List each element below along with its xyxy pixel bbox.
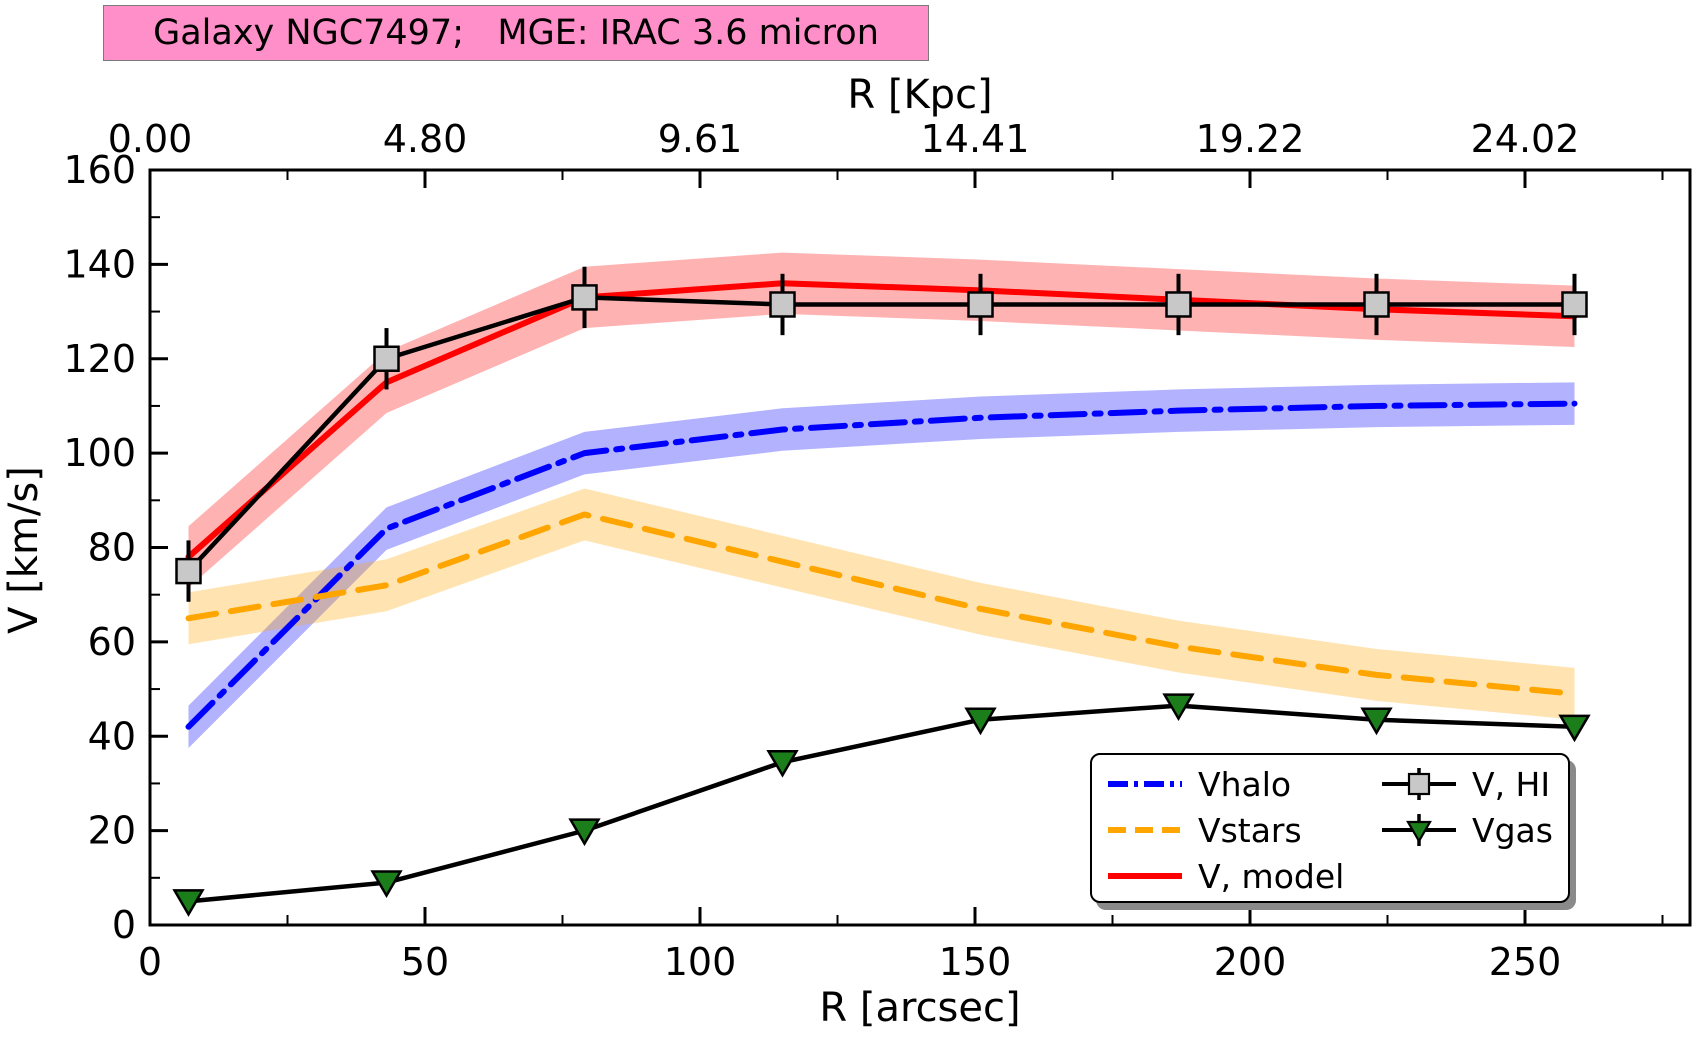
x-tick-label: 50 [401, 940, 449, 984]
legend-sample-vhalo [1108, 781, 1182, 787]
legend-column-right: V, HI Vgas [1380, 761, 1553, 853]
legend-label: V, model [1198, 856, 1345, 896]
series-vhalo-line [185, 400, 1578, 730]
legend-sample-vstars [1108, 827, 1182, 833]
data-point-square [1561, 291, 1588, 318]
data-point-square [373, 345, 400, 372]
legend-label: Vstars [1198, 810, 1302, 850]
legend-sample-vgas [1382, 814, 1456, 846]
y-tick-label: 100 [63, 431, 136, 475]
data-point-triangle [1558, 714, 1591, 743]
y-tick-label: 40 [88, 714, 136, 758]
x-tick-label: 250 [1489, 940, 1562, 984]
top-tick-label: 9.61 [658, 117, 743, 161]
series-vhi-line [186, 295, 1575, 573]
data-point-square [1363, 291, 1390, 318]
data-point-triangle [1162, 693, 1195, 722]
x-tick-label: 150 [939, 940, 1012, 984]
y-tick-label: 60 [88, 620, 136, 664]
top-axis-label: R [Kpc] [847, 72, 993, 118]
y-tick-label: 140 [63, 242, 136, 286]
legend: Vhalo Vstars V, model V, HI Vgas [1090, 753, 1570, 903]
series-vstars-line [185, 511, 1578, 697]
data-point-triangle [964, 707, 997, 736]
series-vgas-line [188, 703, 1575, 904]
data-point-square [175, 557, 202, 585]
top-tick-label: 19.22 [1196, 117, 1305, 161]
data-point-triangle [370, 870, 403, 899]
data-point-triangle [766, 749, 799, 778]
top-tick-label: 4.80 [383, 117, 468, 161]
data-point-square [967, 291, 994, 318]
plot-title: Galaxy NGC7497; MGE: IRAC 3.6 micron [103, 5, 929, 61]
legend-label: Vgas [1472, 810, 1553, 850]
y-axis-label: V [km/s] [1, 466, 47, 634]
data-point-triangle [568, 818, 601, 847]
x-tick-label: 200 [1214, 940, 1287, 984]
x-tick-label: 0 [138, 940, 162, 984]
data-point-triangle [172, 889, 205, 917]
legend-item-vhi: V, HI [1380, 761, 1553, 807]
legend-item-vgas: Vgas [1380, 807, 1553, 853]
y-tick-label: 160 [63, 148, 136, 192]
y-tick-label: 120 [63, 337, 136, 381]
data-point-square [769, 291, 796, 318]
legend-label: V, HI [1472, 764, 1551, 804]
top-tick-label: 24.02 [1471, 117, 1580, 161]
data-point-square [571, 284, 598, 311]
legend-item-vstars: Vstars [1106, 807, 1344, 853]
series-vstars-band [188, 488, 1575, 720]
y-tick-label: 20 [88, 809, 136, 853]
data-point-square [1165, 291, 1192, 318]
series-vmodel-band [188, 252, 1575, 588]
legend-column-left: Vhalo Vstars V, model [1106, 761, 1344, 899]
legend-sample-vhi [1382, 768, 1456, 800]
data-point-triangle [1360, 707, 1393, 736]
x-tick-label: 100 [664, 940, 737, 984]
legend-item-vmodel: V, model [1106, 853, 1344, 899]
legend-item-vhalo: Vhalo [1106, 761, 1344, 807]
top-tick-label: 14.41 [921, 117, 1030, 161]
bottom-axis-label: R [arcsec] [819, 985, 1021, 1031]
series-vmodel-line [185, 280, 1578, 560]
legend-sample-vmodel [1108, 873, 1182, 879]
legend-label: Vhalo [1198, 764, 1292, 804]
y-tick-label: 0 [112, 903, 136, 947]
y-tick-label: 80 [88, 526, 136, 570]
top-tick-label: 0.00 [108, 117, 193, 161]
